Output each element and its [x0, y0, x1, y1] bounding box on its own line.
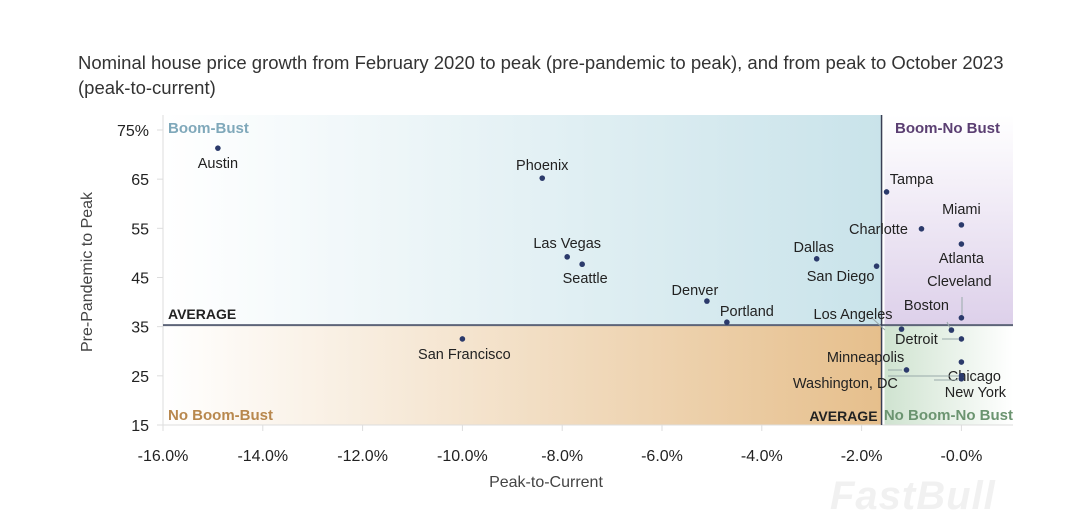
average-label-vertical: AVERAGE [809, 408, 877, 424]
data-point [958, 241, 965, 247]
data-point [873, 263, 880, 269]
data-point [459, 336, 466, 342]
data-point [958, 359, 965, 365]
point-label: Chicago [948, 369, 1001, 385]
leader-line [946, 321, 951, 329]
point-label: Minneapolis [827, 350, 904, 366]
quadrant-no-boom-bust [163, 325, 882, 425]
point-label: New York [945, 385, 1007, 401]
chart-title: Nominal house price growth from February… [78, 52, 1004, 98]
data-point [903, 367, 910, 373]
point-label: Las Vegas [533, 236, 601, 252]
data-point [579, 261, 585, 268]
point-label: Denver [672, 283, 719, 299]
point-label: Portland [720, 304, 774, 320]
point-label: Seattle [563, 271, 608, 287]
y-tick-label: 15 [131, 418, 149, 435]
data-point [883, 189, 890, 195]
quadrant-label: No Boom-No Bust [884, 407, 1013, 424]
data-point [215, 145, 221, 151]
point-label: Cleveland [927, 274, 992, 290]
average-label-horizontal: AVERAGE [168, 306, 236, 322]
data-point [564, 254, 570, 260]
quadrant-boom-bust [163, 115, 882, 326]
point-label: San Diego [807, 269, 875, 285]
y-tick-label: 25 [131, 369, 149, 386]
data-point [918, 226, 925, 232]
data-point [958, 315, 965, 321]
y-tick-label: 55 [131, 221, 149, 238]
y-tick-label: 75% [117, 123, 149, 140]
point-label: Atlanta [939, 251, 985, 267]
data-point [958, 336, 965, 342]
y-tick-label: 35 [131, 320, 149, 337]
quadrant-boom-no-bust [884, 115, 1013, 326]
point-label: Washington, DC [793, 376, 898, 392]
data-point [948, 327, 955, 333]
data-point [898, 326, 905, 332]
x-tick-label: -12.0% [337, 448, 388, 465]
point-label: Charlotte [849, 222, 908, 238]
point-label: Detroit [895, 332, 938, 348]
y-tick-label: 65 [131, 172, 149, 189]
x-tick-label: -0.0% [941, 448, 983, 465]
point-label: Boston [904, 298, 949, 314]
point-label: Austin [198, 156, 238, 172]
point-label: San Francisco [418, 347, 511, 363]
quadrant-label: Boom-No Bust [895, 120, 1000, 137]
x-tick-label: -6.0% [641, 448, 683, 465]
x-tick-label: -8.0% [541, 448, 583, 465]
y-axis-label: Pre-Pandemic to Peak [79, 191, 96, 352]
y-tick-label: 45 [131, 270, 149, 287]
x-tick-label: -2.0% [841, 448, 883, 465]
quadrant-label: No Boom-Bust [168, 407, 273, 424]
data-point [958, 375, 965, 382]
x-tick-label: -16.0% [138, 448, 189, 465]
x-tick-label: -4.0% [741, 448, 783, 465]
data-point [958, 222, 965, 228]
data-point [539, 175, 546, 181]
watermark-logo: FastBull [830, 474, 996, 518]
quadrant-label: Boom-Bust [168, 120, 249, 137]
x-tick-label: -10.0% [437, 448, 488, 465]
point-label: Miami [942, 202, 981, 218]
data-point [813, 256, 820, 262]
data-point [724, 319, 730, 326]
x-axis-label: Peak-to-Current [489, 474, 603, 491]
point-label: Tampa [890, 172, 934, 188]
point-label: Dallas [794, 240, 834, 256]
data-point [704, 298, 710, 304]
leader-line [871, 317, 886, 331]
point-label: Los Angeles [814, 307, 893, 323]
x-tick-label: -14.0% [237, 448, 288, 465]
point-label: Phoenix [516, 158, 569, 174]
quadrant-no-boom-no-bust [884, 325, 1013, 425]
